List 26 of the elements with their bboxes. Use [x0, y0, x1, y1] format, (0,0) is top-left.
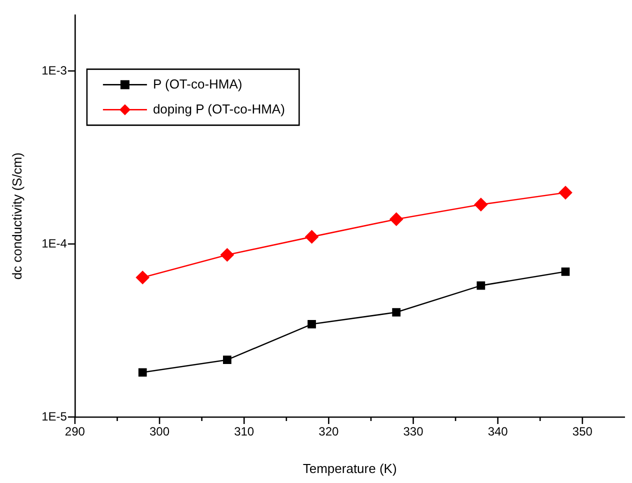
point — [474, 198, 488, 212]
y-tick-label: 1E-3 — [42, 63, 68, 78]
x-tick-label: 340 — [488, 424, 508, 439]
y-tick-label: 1E-5 — [42, 409, 68, 424]
legend-label: P (OT-co-HMA) — [152, 76, 242, 92]
point — [390, 212, 403, 226]
point — [220, 248, 234, 262]
point — [223, 356, 232, 364]
point — [305, 230, 318, 244]
y-axis-title: dc conductivity (S/cm) — [9, 152, 24, 280]
legend-label: doping P (OT-co-HMA) — [152, 101, 285, 116]
point — [558, 186, 572, 200]
x-tick-label: 310 — [234, 424, 254, 439]
point — [138, 368, 147, 377]
x-axis-title: Temperature (K) — [302, 460, 397, 476]
point — [136, 270, 150, 284]
x-tick-label: 330 — [403, 424, 424, 439]
point — [561, 267, 570, 276]
point — [392, 308, 401, 316]
point — [476, 281, 486, 290]
x-tick-label: 350 — [572, 424, 593, 439]
x-tick-label: 300 — [150, 424, 170, 439]
point — [308, 320, 316, 328]
x-tick-label: 320 — [318, 424, 340, 439]
y-tick-label: 1E-4 — [42, 236, 68, 250]
x-tick-label: 290 — [64, 424, 86, 439]
